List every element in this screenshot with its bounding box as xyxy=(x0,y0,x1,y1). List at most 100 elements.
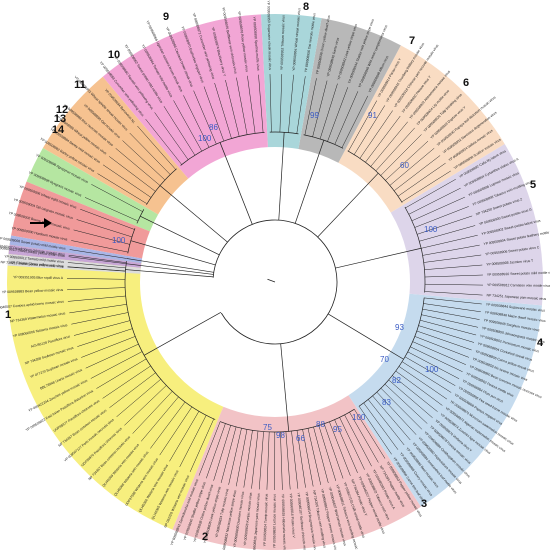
tree-branch xyxy=(307,428,322,485)
clade-sector-9 xyxy=(42,76,189,215)
clade-label-3: 3 xyxy=(421,498,427,510)
tree-branch xyxy=(327,313,404,360)
tip-label: YP 009508828 Konjac mosaic virus xyxy=(243,492,253,546)
tree-branch xyxy=(353,105,386,155)
tree-branch xyxy=(334,419,358,473)
tree-branch xyxy=(359,110,393,159)
clade-label-7: 7 xyxy=(409,35,415,47)
clade-sector-8 xyxy=(102,14,268,179)
bootstrap-value: 88 xyxy=(316,420,325,429)
bootstrap-value: 91 xyxy=(368,111,377,120)
tree-branch xyxy=(380,388,423,430)
tree-branch xyxy=(266,431,270,490)
tip-label: YP 009508912 Carnation vein mottle virus xyxy=(487,283,550,288)
tree-branch xyxy=(384,383,428,424)
tip-label: YP 009508826 Japanese yam mosaic virus xyxy=(252,493,261,550)
tree-branch xyxy=(163,106,196,156)
clade-sector-12 xyxy=(9,235,143,264)
tree-branch xyxy=(267,278,276,283)
tree-branch xyxy=(368,399,405,446)
tree-branch xyxy=(317,172,379,238)
tree-branch xyxy=(243,430,253,488)
clade-sector-13 xyxy=(8,244,142,268)
tree-branch xyxy=(302,429,314,487)
tree-branch xyxy=(130,240,216,266)
tree-branch xyxy=(323,423,344,479)
tree-branch xyxy=(67,295,126,302)
tip-label: YP 009508824 Turnip mosaic virus xyxy=(263,493,269,546)
tree-branch xyxy=(344,414,372,467)
clade-label-14: 14 xyxy=(52,124,65,136)
tip-label: NP 734251 Japanese yam mosaic virus xyxy=(486,293,546,301)
tree-branch xyxy=(141,396,179,442)
tree-branch xyxy=(410,346,463,373)
tree-branch xyxy=(71,240,129,253)
tree-branch xyxy=(354,409,386,459)
tree-branch xyxy=(150,401,186,449)
tip-label: YP 009046107 Sunflower chlorotic mottle … xyxy=(296,492,308,550)
tree-branch xyxy=(96,358,147,389)
tree-branch xyxy=(318,425,337,481)
tree-branch xyxy=(71,312,129,325)
tree-branch xyxy=(291,431,299,489)
clade-sector-14 xyxy=(7,253,141,274)
tree-branch xyxy=(67,287,126,291)
tree-branch xyxy=(69,249,127,259)
tree-branch xyxy=(388,379,433,418)
bootstrap-value: 100 xyxy=(425,365,439,374)
tree-branch xyxy=(401,361,452,393)
clade-label-6: 6 xyxy=(463,77,469,89)
clade-sector-1 xyxy=(7,240,224,530)
bootstrap-value: 100 xyxy=(352,413,366,422)
tip-label: YP 009351905 Blue squill virus A xyxy=(13,275,64,280)
tree-branch xyxy=(159,185,228,243)
tree-branch xyxy=(124,385,167,426)
tree-branch xyxy=(404,356,456,386)
tree-branch xyxy=(66,278,126,280)
tip-label: YP 009508950 Sugarcane streak mosaic vir… xyxy=(266,0,272,70)
bootstrap-value: 95 xyxy=(333,425,342,434)
tree-branch xyxy=(335,247,422,269)
tree-branch xyxy=(126,263,214,275)
tree-branch xyxy=(408,187,461,215)
tree-branch xyxy=(424,283,484,286)
tree-branch xyxy=(85,343,139,369)
tip-label: YP 009508910 Sweet potato mild mottle vi… xyxy=(487,271,550,277)
clade-label-12: 12 xyxy=(56,104,68,116)
tree-branch xyxy=(109,372,156,408)
bootstrap-value: 60 xyxy=(400,161,409,170)
tip-label: YP 009508980 Spartina mottle virus xyxy=(252,16,260,71)
tree-branch xyxy=(129,132,171,175)
tree-branch xyxy=(423,254,482,263)
tip-label: NP 734215 Sweet potato mild mottle virus xyxy=(0,260,64,269)
tree-branch xyxy=(143,311,222,356)
clade-sector-7 xyxy=(260,14,322,150)
tree-branch xyxy=(421,314,479,328)
tree-branch xyxy=(102,365,151,399)
tip-label: YP 009508844 Sugarcane mosaic virus xyxy=(486,302,546,312)
clade-sector-11 xyxy=(11,181,150,259)
tree-branch xyxy=(414,336,469,358)
tree-branch xyxy=(339,417,365,470)
tree-branch xyxy=(203,86,225,142)
tree-branch xyxy=(116,379,161,417)
tree-branch xyxy=(329,421,351,476)
tree-branch xyxy=(319,83,338,139)
tip-label: YP 009508883 Bean yellow mosaic virus xyxy=(2,288,64,294)
tree-branch xyxy=(73,229,130,245)
tree-branch xyxy=(422,308,480,320)
tree-branch xyxy=(206,423,226,479)
tree-branch xyxy=(376,391,417,435)
tree-branch xyxy=(405,178,456,209)
clade-sector-5 xyxy=(338,45,505,213)
bootstrap-value: 100 xyxy=(198,134,212,143)
tree-branch xyxy=(115,148,161,186)
tree-branch xyxy=(375,127,415,172)
tip-label: YP 009508818 Habenaria mosaic virus xyxy=(281,494,287,550)
tree-branch xyxy=(424,291,483,296)
tree-branch xyxy=(397,162,446,197)
bootstrap-value: 70 xyxy=(380,355,389,364)
tree-branch xyxy=(412,341,466,365)
clade-sector-4 xyxy=(390,143,543,306)
